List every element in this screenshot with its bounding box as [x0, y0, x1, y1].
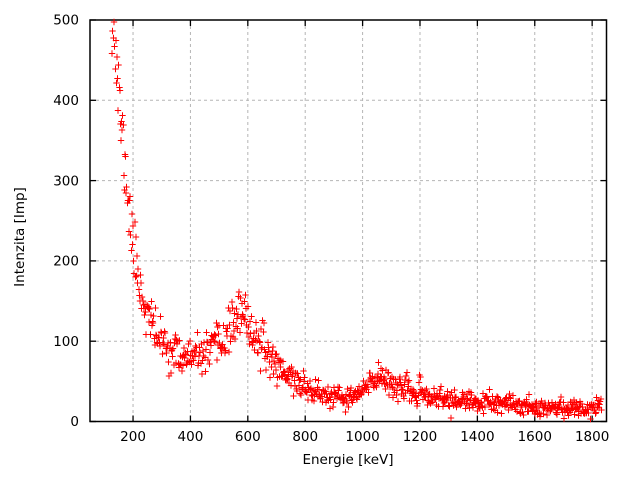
x-axis-title: Energie [keV]	[302, 452, 393, 468]
x-tick-label: 1600	[518, 429, 552, 445]
plot-border	[89, 19, 608, 423]
y-tick-label: 500	[53, 13, 79, 29]
y-tick-label: 400	[53, 93, 79, 109]
y-axis-title: Intenzita [Imp]	[12, 187, 28, 287]
axis-ticks	[90, 19, 607, 423]
scatter-points	[108, 18, 605, 423]
y-tick-label: 200	[53, 254, 79, 270]
x-tick-label: 800	[292, 429, 318, 445]
x-tick-label: 1200	[403, 429, 437, 445]
axis-tick-labels: 200 400 600 800 1000 1200 1400 1600 1800 0 100 200 3…	[53, 13, 609, 445]
grid	[90, 20, 607, 422]
x-tick-label: 400	[178, 429, 204, 445]
axes-border	[89, 19, 608, 423]
x-tick-label: 200	[120, 429, 146, 445]
x-tick-label: 1800	[575, 429, 609, 445]
y-tick-label: 0	[70, 414, 79, 430]
x-tick-label: 1400	[460, 429, 494, 445]
x-tick-label: 600	[235, 429, 261, 445]
x-tick-label: 1000	[345, 429, 379, 445]
y-tick-label: 100	[53, 334, 79, 350]
y-tick-label: 300	[53, 173, 79, 189]
data-points	[108, 18, 605, 423]
